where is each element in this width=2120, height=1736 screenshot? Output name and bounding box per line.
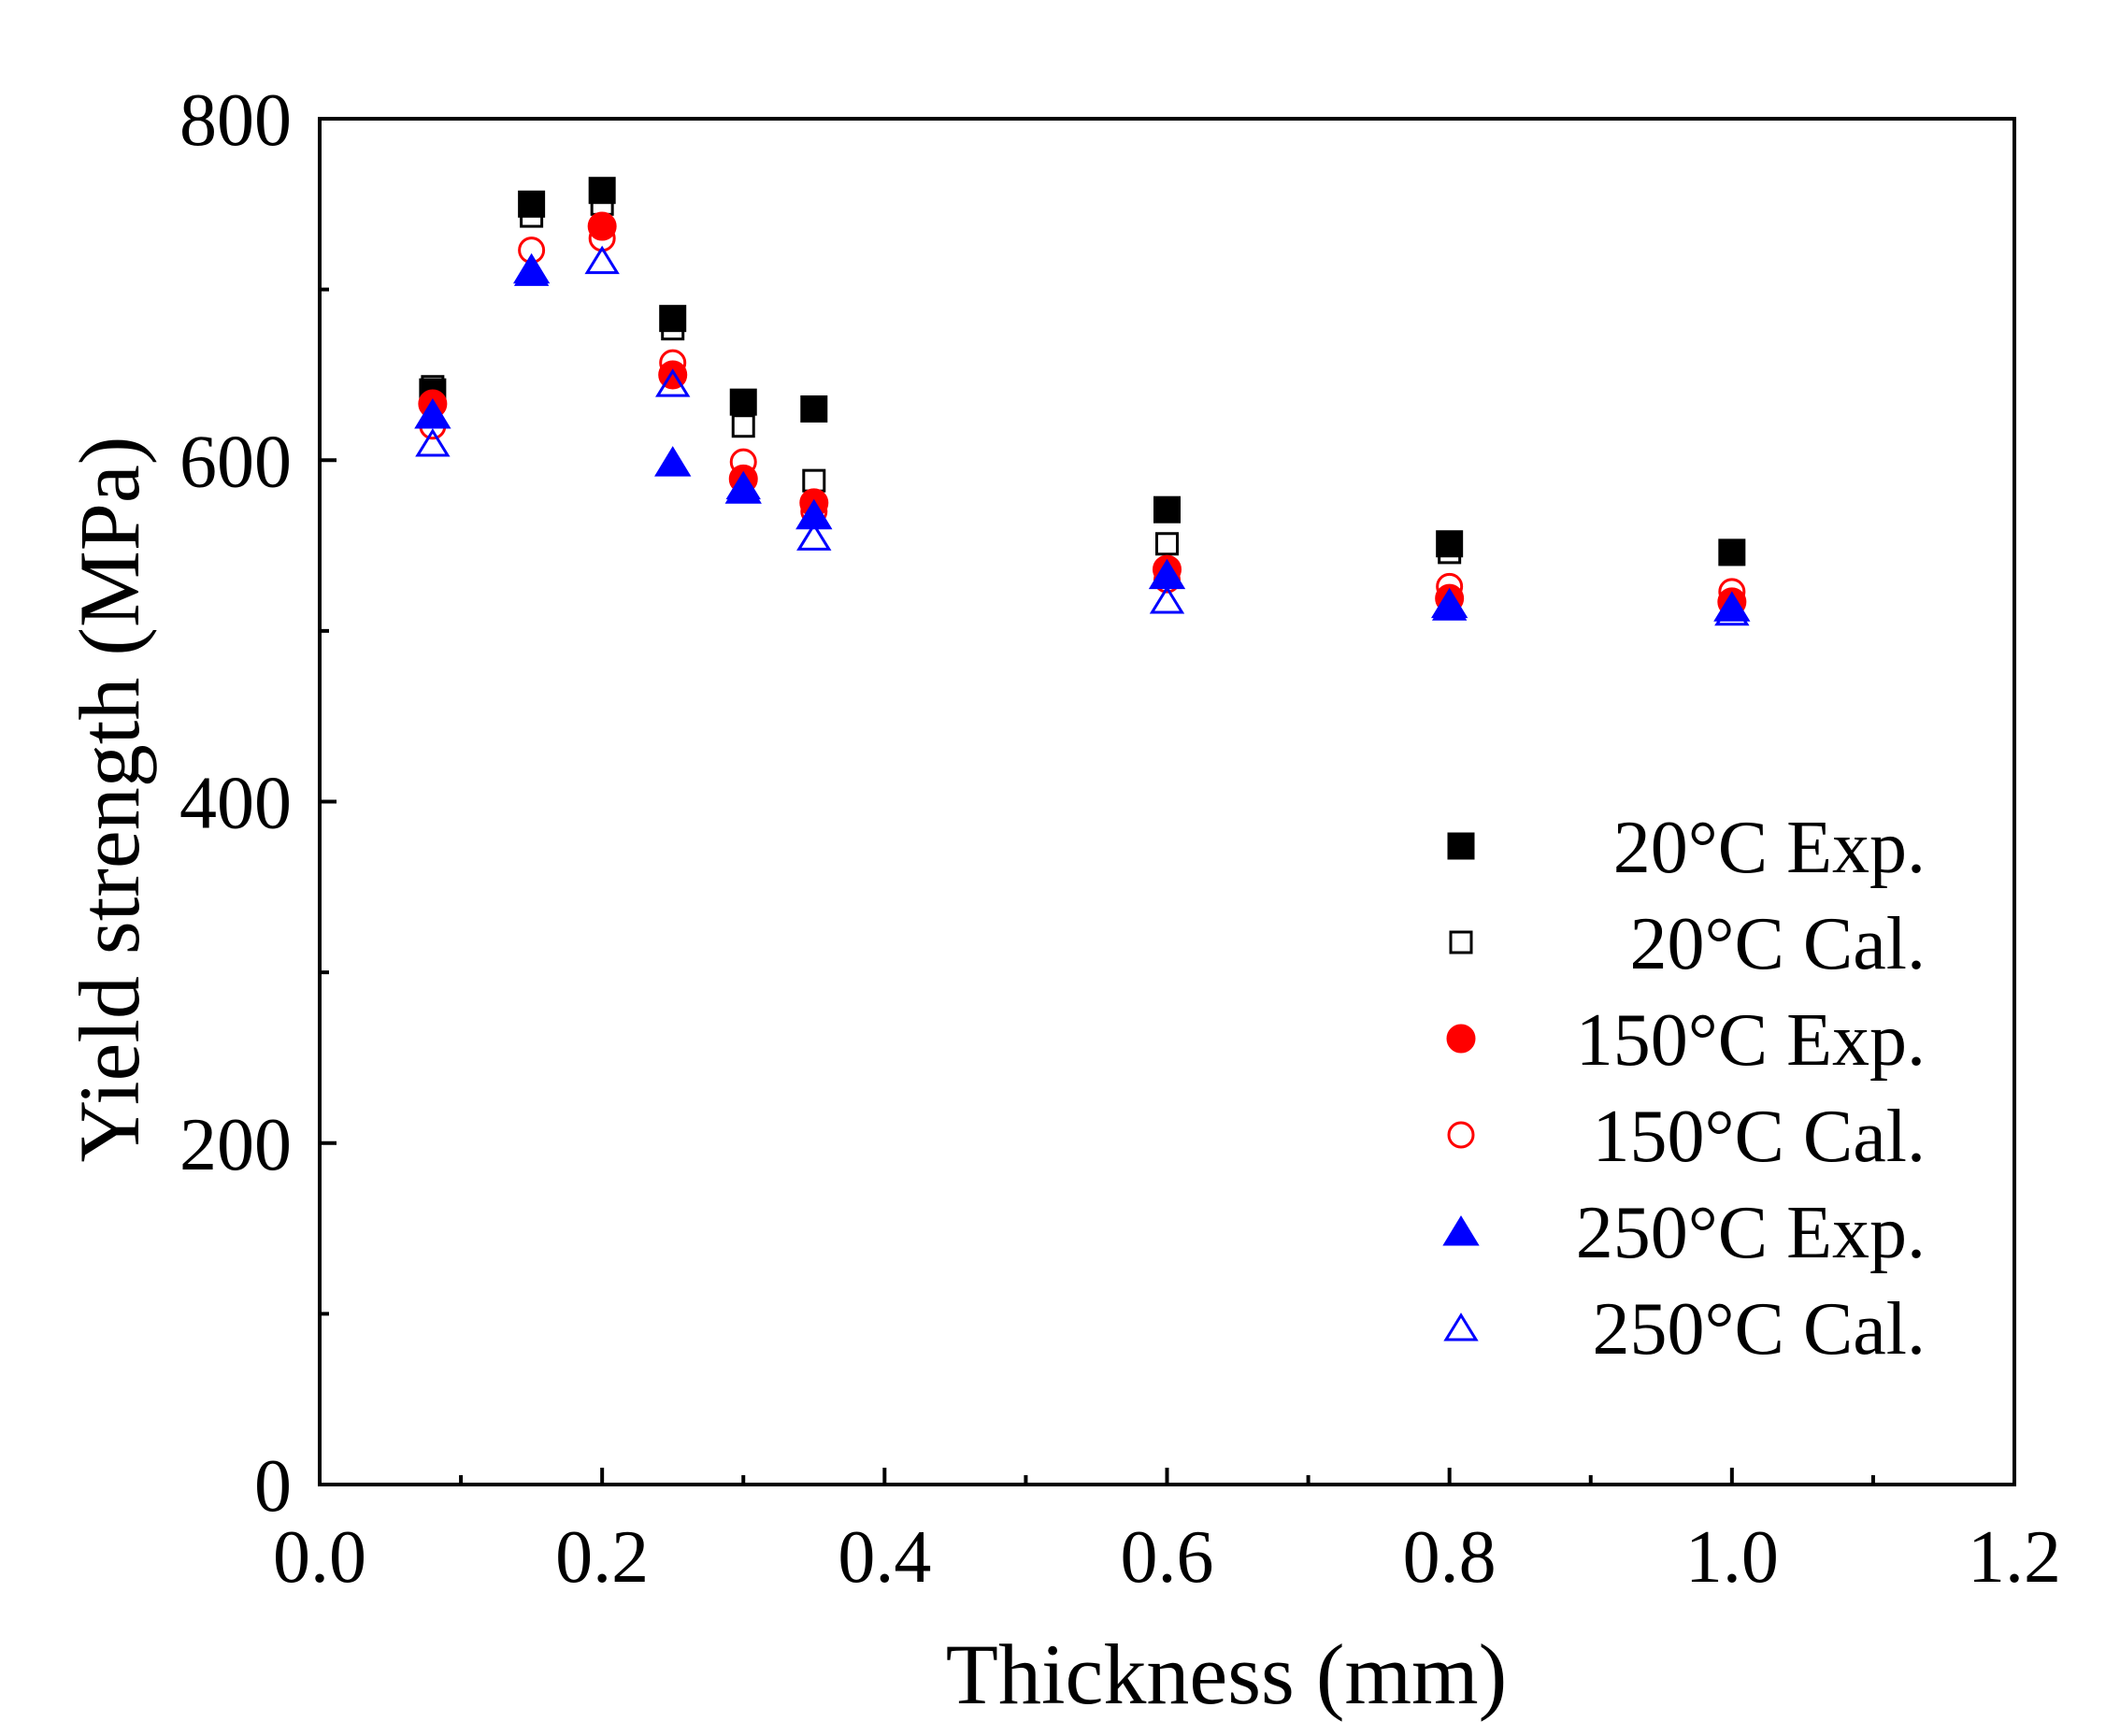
data-point [654, 446, 692, 477]
data-point [1720, 542, 1744, 567]
plot-frame [318, 117, 2016, 1486]
data-point [1155, 532, 1179, 556]
x-tick-label: 0.2 [555, 1516, 649, 1599]
data-point [796, 522, 832, 551]
x-tick-label: 1.2 [1968, 1516, 2061, 1599]
data-point [802, 468, 826, 493]
y-tick-label: 0 [254, 1445, 292, 1528]
legend-label: 150°C Exp. [1576, 999, 1926, 1082]
data-point [800, 395, 828, 423]
data-point [1149, 585, 1185, 614]
data-point [795, 498, 833, 530]
legend-marker [1442, 1215, 1480, 1246]
data-point [659, 349, 687, 377]
series-250-c-exp [414, 252, 1751, 622]
legend-label: 20°C Cal. [1630, 903, 1926, 985]
x-tick-label: 0.0 [273, 1516, 366, 1599]
legend-label: 250°C Exp. [1576, 1192, 1926, 1274]
legend-entry: 250°C Cal. [1443, 1288, 1926, 1370]
series-20-c-cal [421, 192, 1744, 567]
data-point [1438, 540, 1462, 565]
x-tick-label: 0.4 [838, 1516, 931, 1599]
y-tick-label: 200 [179, 1104, 292, 1186]
data-point [513, 257, 550, 286]
legend: 20°C Exp. 20°C Cal. 150°C Exp. 150°C Cal. 25… [1442, 807, 1926, 1370]
data-point [588, 177, 616, 205]
data-point [518, 190, 546, 218]
data-point [661, 317, 685, 341]
data-point [415, 428, 451, 457]
x-axis-title: Thickness (mm) [946, 1627, 1507, 1722]
data-point [1431, 592, 1468, 621]
legend-marker [1447, 1121, 1475, 1149]
data-point [731, 414, 755, 438]
y-axis-title: Yield strength (MPa) [62, 437, 157, 1163]
y-tick-label: 600 [179, 421, 292, 503]
legend-entry: 150°C Exp. [1446, 999, 1926, 1082]
data-point [584, 245, 620, 275]
data-point [1153, 495, 1181, 524]
data-point [1714, 596, 1750, 626]
legend-marker [1443, 1313, 1479, 1341]
legend-entry: 20°C Cal. [1449, 903, 1926, 985]
series-20-c-exp [419, 177, 1746, 567]
data-point [520, 204, 544, 228]
data-point [655, 368, 691, 397]
legend-entry: 20°C Exp. [1447, 807, 1926, 889]
y-tick-label: 800 [179, 79, 292, 162]
legend-marker [1449, 930, 1473, 954]
legend-marker [1447, 832, 1475, 860]
legend-entry: 150°C Cal. [1447, 1096, 1926, 1178]
data-point [725, 470, 761, 500]
x-tick-label: 1.0 [1685, 1516, 1779, 1599]
legend-label: 150°C Cal. [1593, 1096, 1926, 1178]
data-point [414, 398, 451, 429]
plot-area [414, 177, 1751, 626]
legend-marker [1446, 1024, 1476, 1054]
y-tick-label: 400 [179, 763, 292, 845]
axes: 0.0 0.2 0.4 0.6 0.8 1.0 1.2 0 200 400 600 800 [179, 79, 2061, 1599]
data-point [1436, 530, 1464, 558]
legend-label: 250°C Cal. [1593, 1288, 1926, 1370]
x-tick-label: 0.8 [1403, 1516, 1497, 1599]
data-point [729, 388, 757, 416]
x-tick-label: 0.6 [1121, 1516, 1214, 1599]
legend-entry: 250°C Exp. [1442, 1192, 1926, 1274]
series-150-c-cal [419, 224, 1746, 606]
series-250-c-cal [415, 245, 1750, 626]
legend-label: 20°C Exp. [1613, 807, 1926, 889]
